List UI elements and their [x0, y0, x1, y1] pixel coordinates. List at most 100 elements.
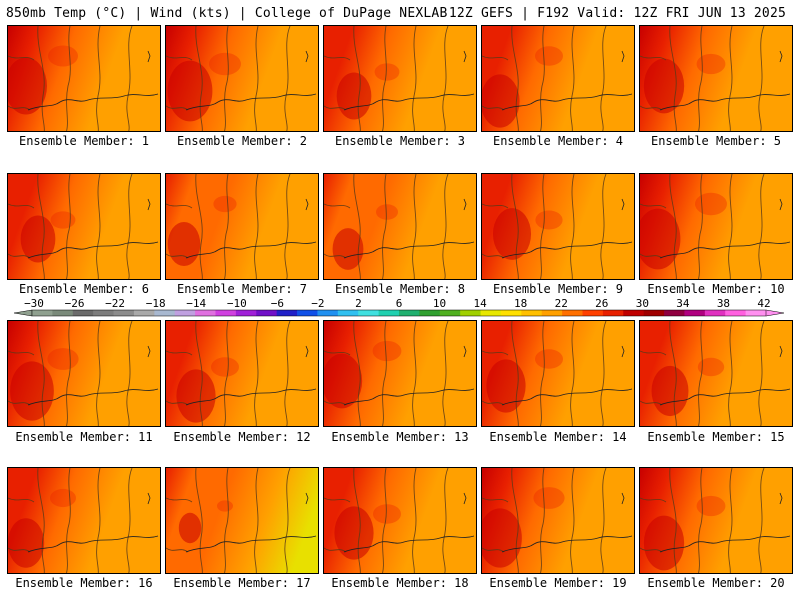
contour-line — [254, 174, 259, 279]
contour-line — [600, 321, 607, 426]
colorbar-swatch — [195, 310, 216, 316]
contour-line — [669, 468, 677, 573]
colorbar-swatch — [643, 310, 665, 316]
colorbar-swatch — [154, 310, 176, 316]
contour-line — [224, 26, 229, 131]
colorbar-tick-label: 34 — [676, 297, 690, 310]
contour-line — [698, 468, 703, 573]
member-label: Ensemble Member: 13 — [331, 430, 469, 444]
temperature-field-map — [324, 174, 476, 279]
heat-core — [324, 353, 363, 409]
ensemble-member-map — [165, 25, 319, 132]
colorbar-swatch — [439, 310, 461, 316]
heat-core — [651, 365, 689, 417]
contour-line — [66, 26, 71, 131]
contour-line — [482, 547, 505, 553]
lake-outline — [147, 50, 151, 63]
colorbar-swatch — [480, 310, 502, 316]
contour-line — [482, 350, 509, 356]
contour-line — [37, 468, 45, 573]
coastline — [659, 535, 791, 553]
coastline — [27, 388, 159, 406]
contour-line — [324, 253, 347, 259]
colorbar-swatch — [745, 310, 767, 316]
contour-line — [482, 400, 505, 406]
colorbar-swatch — [215, 310, 237, 316]
contour-line — [412, 174, 417, 279]
contour-line — [482, 55, 509, 61]
colorbar-tick-label: 38 — [717, 297, 730, 310]
contour-line — [600, 26, 607, 131]
contour-line — [8, 547, 31, 553]
contour-line — [284, 468, 291, 573]
colorbar-tick-label: −26 — [65, 297, 85, 310]
member-label: Ensemble Member: 15 — [647, 430, 785, 444]
colorbar-swatch — [174, 310, 196, 316]
heat-core — [492, 208, 532, 260]
heat-core — [533, 487, 565, 509]
temperature-field-map — [166, 174, 318, 279]
heat-core — [697, 357, 725, 377]
temperature-field-map — [324, 468, 476, 573]
contour-line — [570, 321, 575, 426]
contour-line — [37, 26, 45, 131]
colorbar-swatch — [133, 310, 155, 316]
contour-line — [728, 321, 733, 426]
colorbar-swatch — [582, 310, 604, 316]
member-label: Ensemble Member: 20 — [647, 576, 785, 590]
member-label: Ensemble Member: 12 — [173, 430, 311, 444]
contour-line — [166, 400, 189, 406]
heat-core — [336, 72, 372, 120]
contour-line — [382, 26, 387, 131]
ensemble-member-map — [481, 320, 635, 427]
contour-line — [324, 350, 351, 356]
contour-line — [758, 468, 765, 573]
ensemble-member-map — [323, 173, 477, 280]
lake-outline — [147, 345, 151, 358]
contour-line — [669, 174, 677, 279]
contour-line — [96, 468, 101, 573]
contour-line — [482, 105, 505, 111]
contour-line — [224, 468, 229, 573]
contour-line — [669, 321, 677, 426]
contour-line — [382, 174, 387, 279]
heat-core — [47, 348, 79, 370]
heat-core — [535, 349, 563, 369]
heat-core — [209, 52, 241, 76]
temperature-field-map — [640, 26, 792, 131]
colorbar-tick-label: 18 — [514, 297, 527, 310]
contour-line — [570, 468, 575, 573]
lake-outline — [463, 50, 467, 63]
heat-core — [486, 359, 526, 413]
ensemble-member-map — [165, 467, 319, 574]
model-valid-time: 12Z GEFS | F192 Valid: 12Z FRI JUN 13 20… — [448, 6, 786, 21]
lake-outline — [305, 492, 309, 505]
heat-core — [8, 518, 45, 568]
heat-core — [696, 53, 726, 75]
coastline — [185, 93, 317, 111]
contour-line — [540, 468, 545, 573]
coastline — [659, 241, 791, 259]
colorbar-tick-label: 30 — [636, 297, 649, 310]
coastline — [659, 93, 791, 111]
contour-line — [37, 321, 45, 426]
heat-core — [695, 192, 727, 216]
contour-line — [96, 174, 101, 279]
heat-core — [211, 357, 239, 377]
ensemble-member-map — [7, 173, 161, 280]
colorbar-swatch — [725, 310, 747, 316]
contour-line — [126, 321, 133, 426]
ensemble-member-map — [323, 320, 477, 427]
heat-core — [167, 221, 201, 267]
heat-core — [217, 500, 233, 512]
member-label: Ensemble Member: 19 — [489, 576, 627, 590]
contour-line — [728, 468, 733, 573]
contour-line — [66, 321, 71, 426]
colorbar-tick-label: 2 — [355, 297, 362, 310]
lake-outline — [147, 492, 151, 505]
contour-line — [166, 253, 189, 259]
heat-core — [482, 74, 520, 128]
lake-outline — [621, 50, 625, 63]
contour-line — [224, 321, 229, 426]
coastline — [501, 535, 633, 553]
